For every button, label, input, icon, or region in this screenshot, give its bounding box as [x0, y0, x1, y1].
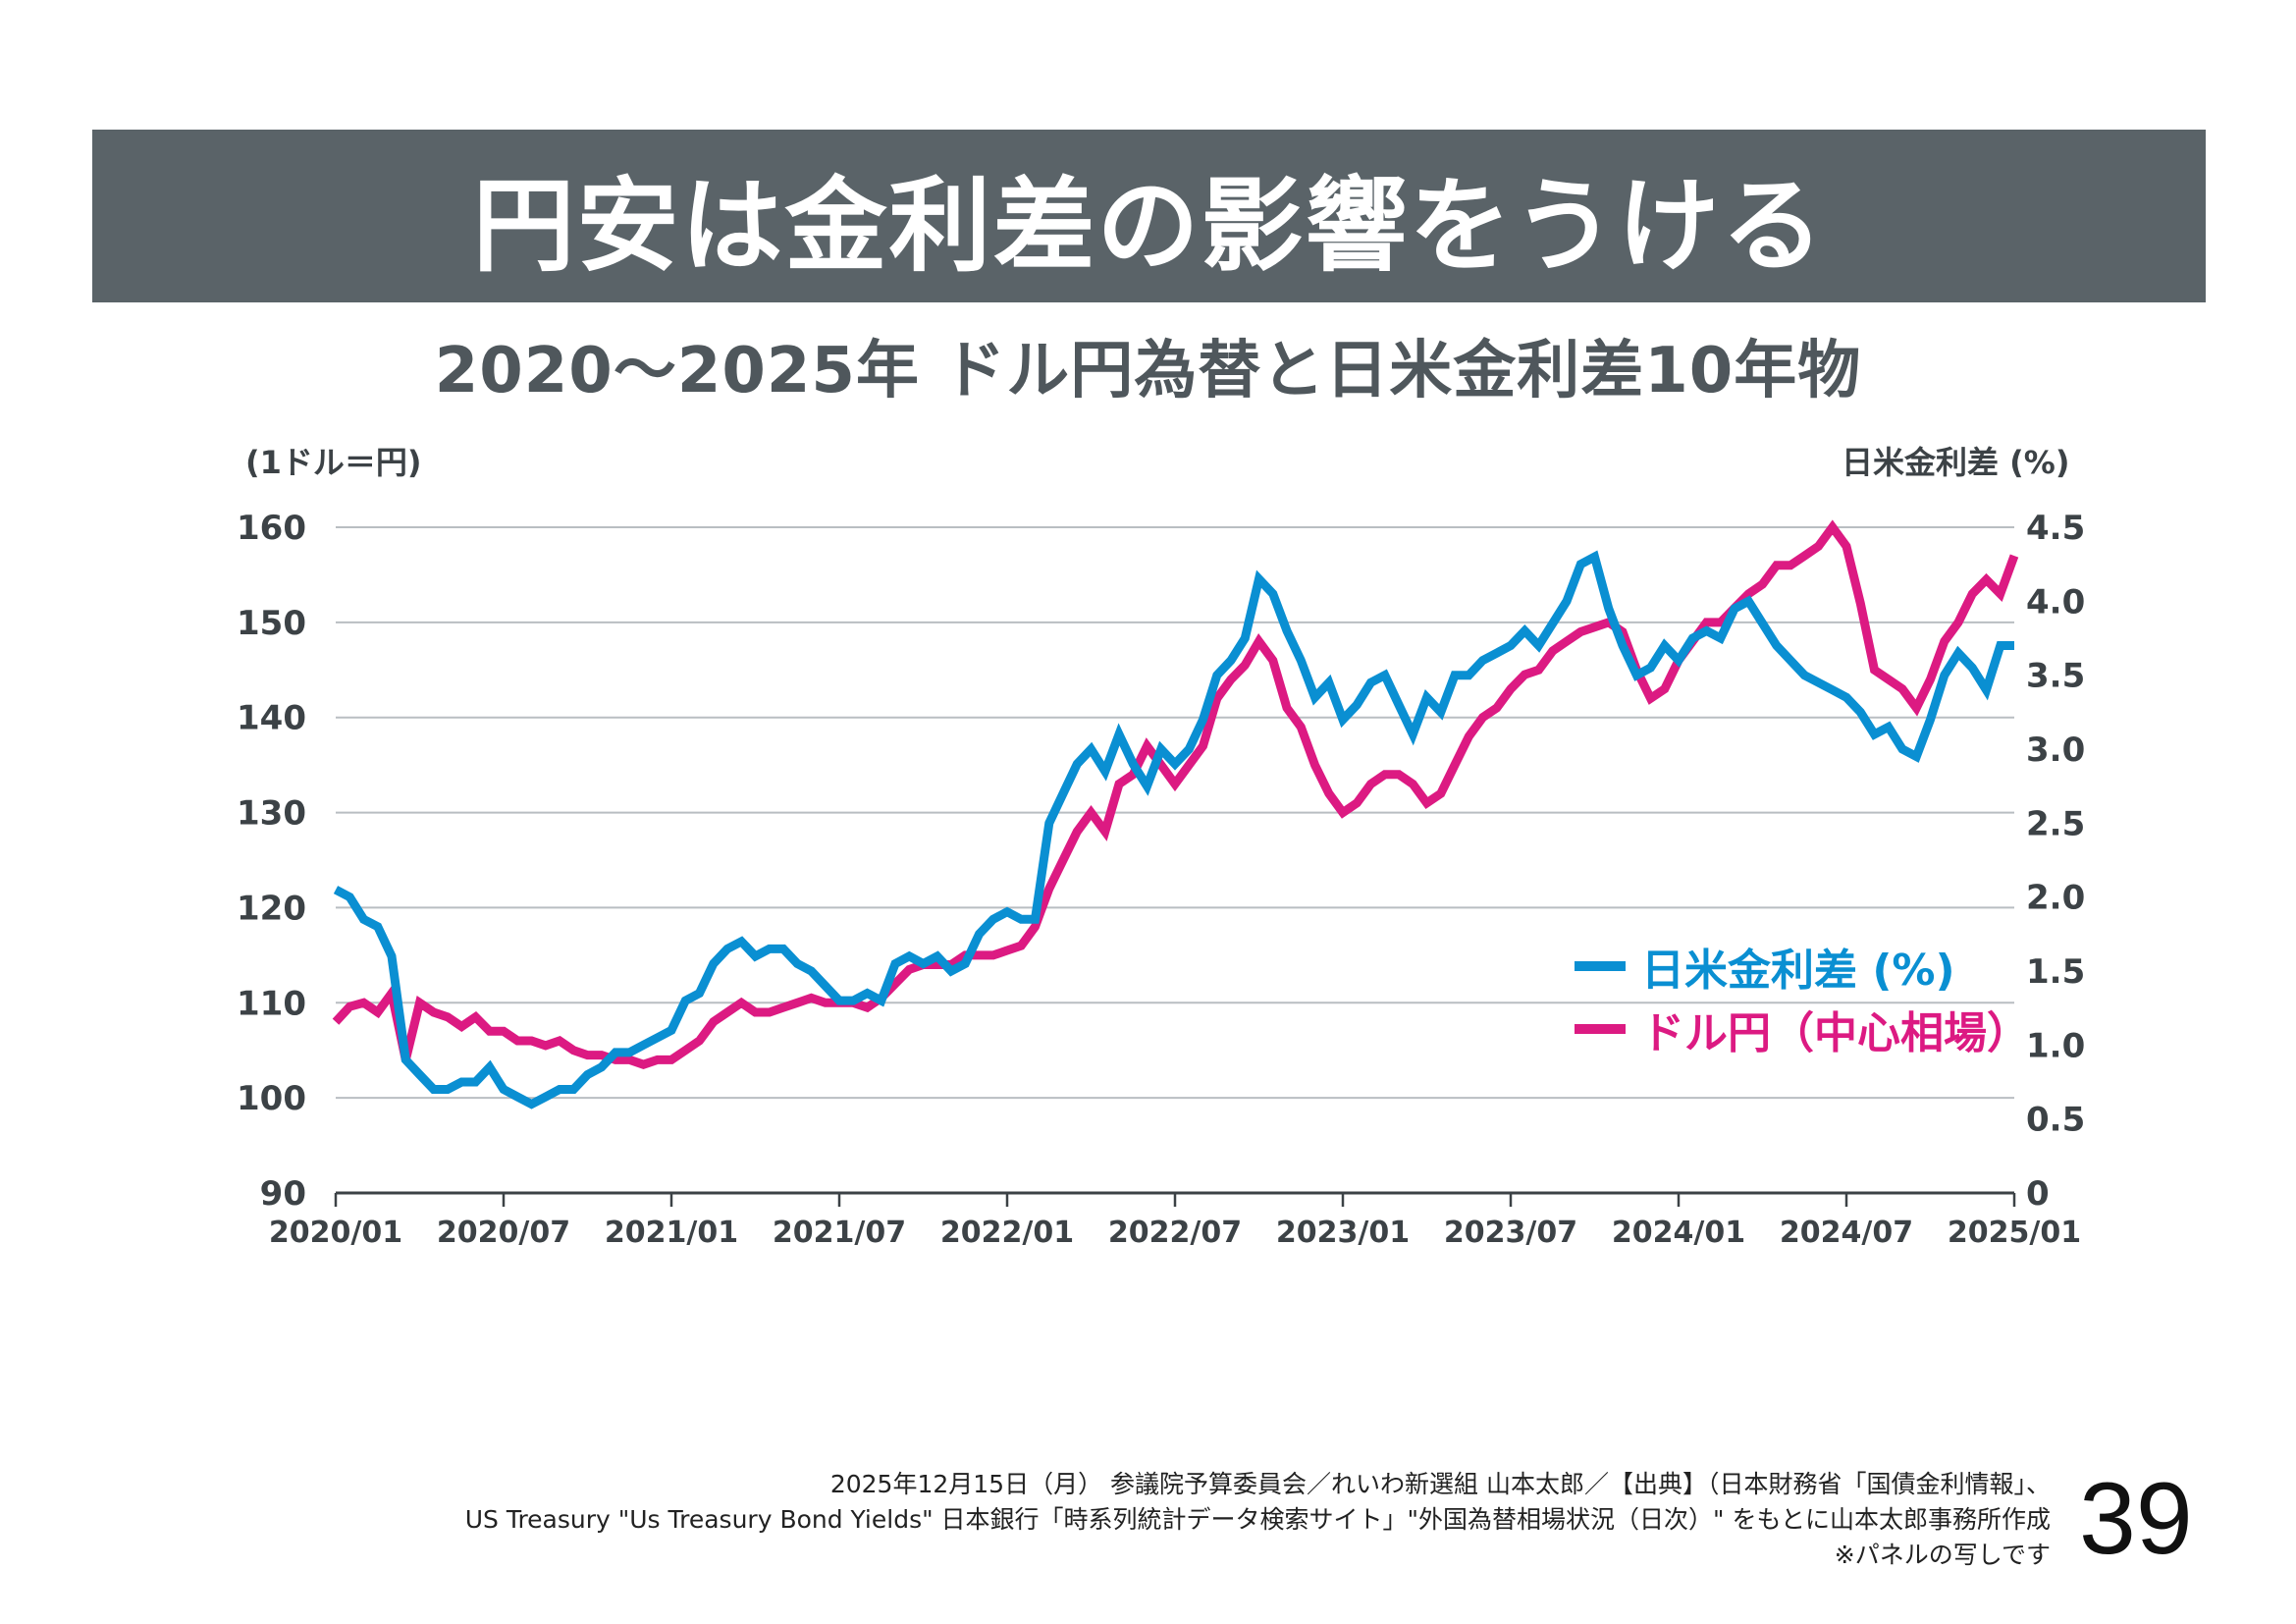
x-tick-label: 2022/07 — [1108, 1216, 1242, 1250]
legend: 日米金利差 (%) ドル円（中心相場） — [1575, 935, 2030, 1060]
gridlines — [336, 526, 2014, 1100]
footer-line: US Treasury "Us Treasury Bond Yields" 日本… — [464, 1505, 2051, 1534]
x-tick-label: 2020/01 — [269, 1216, 402, 1250]
legend-label-spread: 日米金利差 (%) — [1641, 946, 1955, 996]
y-tick-label-right: 3.5 — [2026, 657, 2085, 696]
series-line-spread — [333, 550, 2014, 1110]
legend-item-spread: 日米金利差 (%) — [1575, 935, 2030, 998]
y-tick-label-right: 1.0 — [2026, 1026, 2085, 1065]
y-tick-label-right: 1.5 — [2026, 952, 2085, 992]
x-tick-label: 2025/01 — [1948, 1216, 2081, 1250]
slide-title: 円安は金利差の影響をうける — [472, 165, 1826, 286]
x-tick-label: 2023/01 — [1276, 1216, 1410, 1250]
x-tick-label: 2022/01 — [940, 1216, 1074, 1250]
tick-labels: 160 150 140 130 120 110 100 90 4.5 4.0 3.5 3.0 2.5 2.… — [237, 509, 2085, 1250]
y-tick-label-right: 4.0 — [2026, 582, 2085, 622]
y-tick-label-left: 110 — [237, 984, 306, 1023]
y-tick-label-left: 150 — [237, 604, 306, 643]
legend-item-usdjpy: ドル円（中心相場） — [1575, 998, 2030, 1060]
y-tick-label-left: 130 — [237, 794, 306, 834]
y-tick-label-left: 160 — [237, 509, 306, 548]
x-tick-label: 2024/01 — [1612, 1216, 1745, 1250]
axes — [334, 1191, 2016, 1207]
y-tick-label-right: 2.5 — [2026, 804, 2085, 843]
x-tick-label: 2020/07 — [437, 1216, 570, 1250]
chart-subtitle: 2020〜2025年 ドル円為替と日米金利差10年物 — [434, 335, 1862, 407]
y-tick-label-right: 2.0 — [2026, 879, 2085, 918]
y-tick-label-left: 100 — [237, 1079, 306, 1118]
footer-line: ※パネルの写しです — [1834, 1541, 2051, 1569]
right-axis-title: 日米金利差 (%) — [1842, 444, 2070, 481]
title-band: 円安は金利差の影響をうける — [92, 130, 2206, 302]
legend-label-usdjpy: ドル円（中心相場） — [1641, 1008, 2030, 1058]
x-tick-label: 2021/07 — [773, 1216, 906, 1250]
left-axis-title: (1ドル＝円) — [245, 444, 422, 481]
legend-swatch-spread — [1575, 961, 1626, 971]
x-tick-label: 2021/01 — [605, 1216, 738, 1250]
x-tick-label: 2024/07 — [1780, 1216, 1913, 1250]
y-tick-label-right: 4.5 — [2026, 509, 2085, 548]
y-tick-label-left: 90 — [260, 1174, 306, 1214]
y-tick-label-right: 0 — [2026, 1174, 2050, 1214]
x-tick-label: 2023/07 — [1444, 1216, 1577, 1250]
page-number: 39 — [2079, 1462, 2193, 1576]
y-tick-label-left: 120 — [237, 889, 306, 928]
series-layer — [332, 519, 2019, 1110]
y-tick-label-right: 0.5 — [2026, 1101, 2085, 1140]
y-tick-label-right: 3.0 — [2026, 731, 2085, 770]
footer-line: 2025年12月15日（月） 参議院予算委員会／れいわ新選組 山本太郎／【出典】… — [829, 1470, 2051, 1498]
y-tick-label-left: 140 — [237, 699, 306, 738]
legend-swatch-usdjpy — [1575, 1024, 1626, 1034]
source-footer: 2025年12月15日（月） 参議院予算委員会／れいわ新選組 山本太郎／【出典】… — [465, 1467, 2051, 1573]
